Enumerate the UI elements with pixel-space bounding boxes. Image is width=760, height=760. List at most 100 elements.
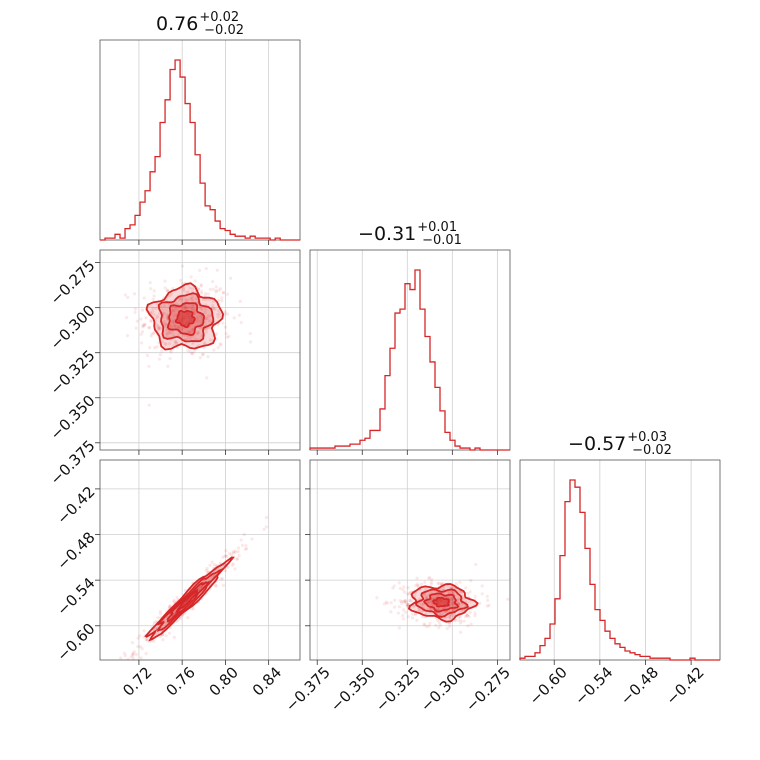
point-0-244: [142, 296, 146, 300]
point-0-89: [216, 309, 220, 313]
ylabel-param-2-0: −0.375: [47, 437, 99, 489]
point-2-288: [428, 621, 432, 626]
point-1-352: [167, 631, 172, 635]
point-2-149: [405, 604, 409, 608]
point-0-371: [169, 292, 174, 296]
point-2-55: [444, 616, 448, 620]
point-2-52: [467, 614, 471, 619]
point-0-343: [153, 346, 157, 350]
point-0-403: [184, 305, 188, 309]
point-1-185: [224, 554, 228, 558]
point-0-41: [218, 287, 223, 291]
frame-2-0: [99, 459, 301, 661]
point-0-179: [147, 403, 151, 407]
point-2-11: [458, 615, 462, 619]
point-0-199: [182, 287, 186, 291]
point-0-289: [125, 316, 129, 320]
point-0-139: [171, 309, 175, 313]
point-2-42: [400, 599, 404, 604]
point-0-218: [151, 309, 155, 313]
point-1-22: [242, 532, 246, 537]
point-2-133: [385, 601, 389, 605]
point-2-5: [459, 630, 463, 634]
point-2-34: [466, 624, 470, 628]
point-2-71: [423, 587, 428, 592]
point-0-53: [152, 289, 156, 293]
point-2-173: [466, 591, 470, 596]
point-0-319: [180, 327, 184, 331]
point-1-34: [152, 621, 157, 625]
point-0-21: [203, 310, 207, 315]
point-0-142: [201, 352, 205, 356]
point-0-94: [225, 312, 230, 316]
xlabel-param-3-3: −0.42: [662, 663, 707, 708]
point-0-363: [145, 353, 149, 358]
point-2-411: [397, 581, 401, 585]
point-0-64: [190, 306, 194, 311]
point-0-202: [165, 313, 169, 317]
title-param-3: −0.57+0.03 −0.02: [568, 430, 672, 458]
point-2-391: [434, 623, 438, 627]
point-1-315: [168, 604, 172, 608]
point-2-376: [446, 590, 450, 594]
point-1-29: [125, 662, 128, 665]
point-2-145: [437, 581, 441, 585]
point-0-298: [232, 316, 236, 320]
point-2-235: [473, 611, 477, 615]
point-2-56: [486, 598, 490, 602]
point-2-251: [415, 582, 420, 586]
point-0-138: [191, 294, 195, 299]
point-1-136: [237, 554, 241, 558]
contour-line-1-0: [144, 556, 235, 642]
point-2-379: [421, 603, 425, 607]
point-1-148: [220, 577, 225, 581]
point-1-23: [233, 567, 237, 571]
point-2-300: [448, 614, 452, 619]
point-0-135: [185, 306, 190, 311]
point-1-90: [186, 616, 190, 620]
point-0-189: [126, 295, 130, 300]
point-0-46: [200, 291, 204, 295]
point-1-362: [144, 652, 148, 656]
point-2-239: [413, 613, 418, 617]
xlabel-param-2-2: −0.325: [372, 663, 424, 715]
ylabel-param-3-3: −0.42: [53, 483, 98, 528]
point-0-125: [204, 307, 208, 311]
point-2-340: [427, 575, 432, 580]
point-0-146: [133, 310, 137, 314]
point-1-51: [168, 604, 172, 608]
point-2-140: [382, 602, 386, 606]
point-0-388: [143, 322, 147, 326]
point-2-220: [448, 614, 452, 619]
point-0-339: [219, 343, 223, 347]
point-2-396: [403, 601, 407, 605]
point-0-295: [184, 305, 188, 309]
point-2-25: [439, 582, 444, 586]
point-0-415: [172, 324, 177, 328]
point-0-209: [217, 298, 221, 303]
point-1-273: [122, 651, 127, 655]
point-0-366: [186, 290, 190, 294]
point-2-330: [451, 598, 455, 602]
histogram-1: [309, 269, 510, 451]
point-2-116: [485, 604, 489, 608]
point-2-337: [450, 590, 454, 594]
point-0-348: [206, 355, 210, 359]
point-0-414: [220, 299, 224, 303]
point-2-17: [401, 588, 405, 592]
ylabel-param-3-2: −0.48: [53, 528, 98, 573]
xlabel-param-2-1: −0.350: [327, 663, 379, 715]
point-2-335: [468, 590, 472, 594]
point-2-303: [457, 618, 461, 622]
point-1-99: [131, 656, 135, 660]
point-0-237: [223, 310, 227, 314]
point-0-44: [150, 332, 154, 336]
point-1-361: [208, 563, 212, 567]
point-1-308: [202, 579, 206, 583]
point-2-323: [429, 582, 433, 586]
point-1-8: [131, 651, 135, 656]
point-0-275: [144, 316, 148, 320]
point-0-409: [198, 319, 203, 323]
point-0-372: [227, 334, 231, 338]
point-1-26: [231, 550, 235, 554]
